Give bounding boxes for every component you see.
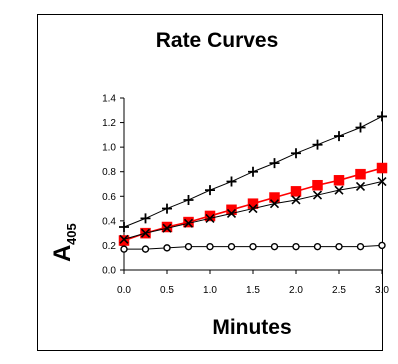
y-ticks: 0.0 0.2 0.4 0.6 0.8 1.0 1.2 1.4 [102,94,124,277]
y-tick-label: 0.0 [102,266,116,277]
y-tick-label: 0.8 [102,167,116,178]
data-point-square [333,175,345,186]
data-point-plus [248,166,258,177]
data-point-circle [292,242,300,251]
data-point-circle [141,245,150,253]
y-axis-label: A 405 [49,223,79,262]
data-point-circle [163,244,171,252]
data-point-square [355,168,366,180]
y-tick-label: 0.4 [102,216,116,227]
data-point-square [376,162,388,174]
data-point-circle [378,241,386,250]
x-tick-label: 0.0 [117,285,131,296]
y-axis-label-subscript: 405 [64,223,79,245]
data-point-x [248,204,258,214]
data-point-x [377,176,387,187]
x-tick-label: 0.5 [160,285,174,296]
y-tick-label: 1.2 [102,118,116,129]
x-tick-label: 2.5 [332,285,346,296]
data-point-plus [140,213,151,224]
data-point-plus [119,222,129,232]
series-layer [118,111,388,253]
series-plus [119,111,387,232]
data-point-x [162,223,172,233]
y-axis-label-main: A [49,245,76,262]
x-tick-label: 1.5 [246,285,260,296]
data-point-plus [312,139,323,150]
data-point-circle [120,245,128,253]
data-point-circle [270,242,279,251]
data-point-x [119,234,129,244]
data-point-square [269,192,280,203]
x-ticks: 0.0 0.5 1.0 1.5 2.0 2.5 3.0 [117,270,389,296]
data-point-plus [291,148,301,159]
x-axis-label: Minutes [212,316,291,339]
data-point-x [269,199,280,209]
data-point-circle [313,242,322,251]
y-tick-label: 1.0 [102,143,116,154]
data-point-x [312,190,323,200]
data-point-plus [183,194,194,205]
y-tick-label: 1.4 [102,94,116,105]
data-point-circle [184,242,193,251]
data-point-x [205,213,215,223]
data-point-circle [206,242,214,251]
data-point-circle [335,242,343,251]
data-point-square [204,210,216,222]
plot-area: 0.0 0.2 0.4 0.6 0.8 1.0 1.2 1.4 0.0 0.5 1.0 1.5 2.0… [102,94,389,297]
series-circle [120,241,386,253]
data-point-plus [334,131,344,142]
chart-title: Rate Curves [156,29,279,52]
data-point-circle [356,242,365,251]
data-point-square [118,235,130,246]
data-point-circle [227,242,236,251]
data-point-x [140,228,151,238]
data-point-plus [205,185,215,196]
data-point-square [247,198,259,209]
x-tick-label: 3.0 [375,285,389,296]
data-point-square [226,204,237,216]
data-point-circle [249,242,257,251]
x-tick-label: 1.0 [203,285,217,296]
data-point-x [183,218,194,228]
y-tick-label: 0.6 [102,192,116,203]
data-point-plus [269,158,280,169]
data-point-square [312,179,323,191]
data-point-x [355,181,366,192]
series-x [119,176,387,244]
data-point-plus [162,203,172,214]
data-point-plus [226,176,237,187]
data-point-square [290,186,302,197]
data-point-plus [377,111,387,122]
data-point-x [334,185,344,195]
y-tick-label: 0.2 [102,241,116,252]
data-point-x [226,208,237,219]
x-tick-label: 2.0 [289,285,303,296]
chart-frame [37,14,383,351]
data-point-x [291,195,301,205]
data-point-plus [355,122,366,133]
